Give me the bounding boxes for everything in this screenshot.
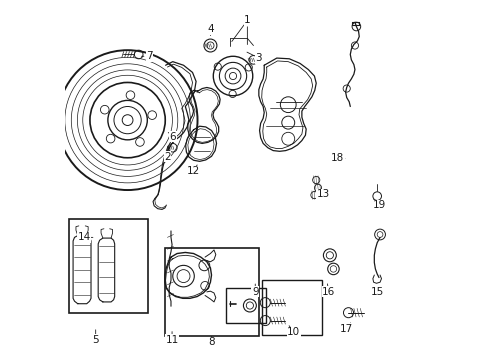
Text: 1: 1 [244,15,250,26]
Text: 10: 10 [286,327,300,337]
Bar [164,248,258,336]
Text: 11: 11 [165,334,178,345]
Text: 15: 15 [370,287,383,297]
Bar [225,288,265,323]
Text: 6: 6 [169,132,176,142]
Text: 13: 13 [316,189,329,199]
Text: 5: 5 [92,334,99,345]
Text: 19: 19 [372,200,385,210]
Text: 9: 9 [251,287,258,297]
Text: 2: 2 [164,152,170,162]
Bar [261,280,321,335]
Text: 12: 12 [186,166,200,176]
Bar [69,220,148,313]
Text: 4: 4 [207,24,213,35]
Text: 7: 7 [146,51,152,61]
Text: 17: 17 [339,324,353,334]
Text: 8: 8 [208,337,214,347]
Text: 18: 18 [330,153,344,163]
Text: 3: 3 [255,53,262,63]
Text: 14: 14 [78,232,91,242]
Text: 16: 16 [322,287,335,297]
